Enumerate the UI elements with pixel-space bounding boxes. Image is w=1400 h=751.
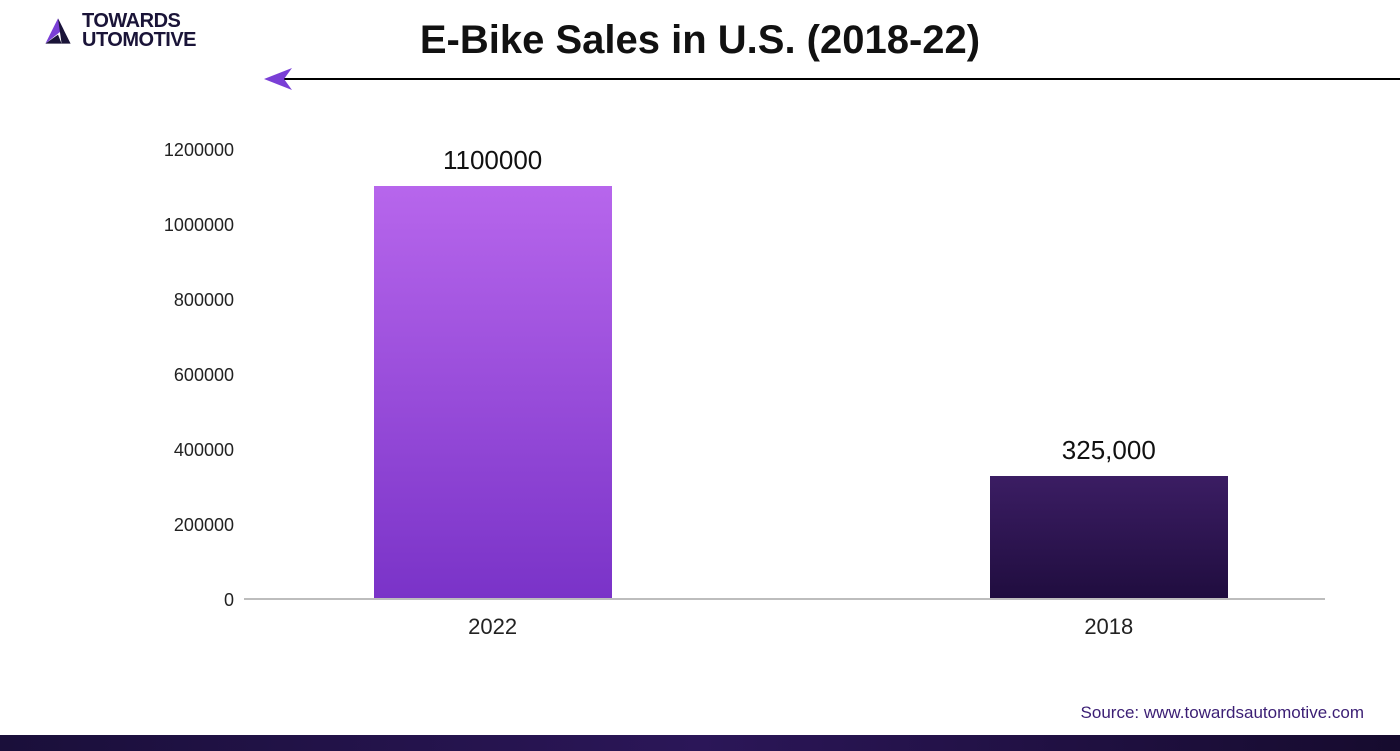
chart-plot-area: 1100000325,000 <box>244 150 1325 600</box>
ebike-sales-chart: 1100000325,000 0 200000 400000 600000 800000… <box>130 150 1325 650</box>
y-axis-tick: 1200000 <box>130 140 234 161</box>
bar <box>990 476 1228 598</box>
footer-strip <box>0 735 1400 751</box>
y-axis-tick: 0 <box>130 590 234 611</box>
x-axis-tick: 2022 <box>393 614 593 640</box>
bar-value-label: 325,000 <box>979 435 1239 466</box>
y-axis-tick: 200000 <box>130 515 234 536</box>
page-title: E-Bike Sales in U.S. (2018-22) <box>0 18 1400 63</box>
bar <box>374 186 612 599</box>
y-axis-tick: 600000 <box>130 365 234 386</box>
x-axis-tick: 2018 <box>1009 614 1209 640</box>
title-underline <box>280 78 1400 80</box>
bar-value-label: 1100000 <box>363 145 623 176</box>
source-attribution: Source: www.towardsautomotive.com <box>1081 703 1364 723</box>
y-axis-tick: 1000000 <box>130 215 234 236</box>
y-axis-tick: 400000 <box>130 440 234 461</box>
y-axis-tick: 800000 <box>130 290 234 311</box>
